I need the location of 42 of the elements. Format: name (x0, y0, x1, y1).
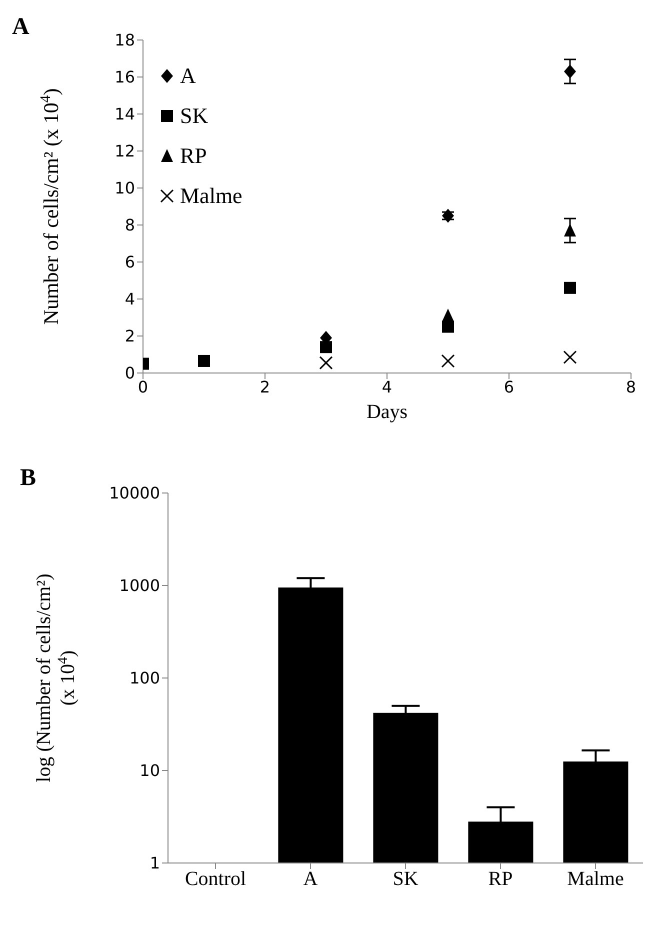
x-tick-label: 4 (382, 377, 392, 396)
y-tick-label: 6 (124, 252, 135, 272)
point (564, 64, 576, 78)
point (442, 320, 454, 333)
point (442, 208, 454, 223)
y-tick-label: 100 (129, 668, 160, 688)
x-tick-label: 6 (504, 377, 514, 396)
point (441, 354, 455, 368)
y-tick-label: 0 (124, 364, 135, 383)
legend-label: RP (180, 143, 207, 169)
x-tick-label: RP (488, 868, 513, 890)
y-tick-label: 1000 (119, 576, 160, 596)
x-axis-title: Days (366, 401, 408, 423)
y-tick-label: 8 (124, 216, 135, 235)
y-tick-label: 4 (124, 290, 135, 309)
point (198, 354, 210, 367)
x-tick-label: 8 (626, 377, 636, 396)
point (319, 356, 333, 370)
y-tick-label: 2 (124, 326, 135, 346)
x-tick-label: Control (184, 868, 246, 890)
y-tick-label: 10000 (109, 484, 160, 503)
y-tick-label: 14 (114, 104, 135, 124)
y-tick-label: 16 (114, 68, 135, 87)
y-tick-label: 1 (150, 854, 160, 873)
point (442, 308, 454, 322)
y-tick-label: 18 (114, 30, 135, 50)
point (320, 341, 332, 354)
y-tick-label: 12 (114, 142, 135, 161)
x-tick-label: 2 (260, 377, 270, 396)
x-tick-label: SK (392, 868, 419, 890)
point (563, 350, 577, 364)
chart-title: B (20, 465, 36, 492)
legend-label: Malme (180, 183, 242, 209)
legend-label: A (180, 63, 196, 89)
point (564, 282, 576, 294)
y-tick-label: 10 (114, 178, 135, 198)
legend-label: SK (180, 103, 208, 129)
y-tick-label: 10 (140, 761, 160, 780)
point (564, 224, 576, 237)
chart-title: A (12, 14, 30, 41)
x-tick-label: A (303, 868, 318, 890)
x-tick-label: Malme (567, 868, 624, 890)
